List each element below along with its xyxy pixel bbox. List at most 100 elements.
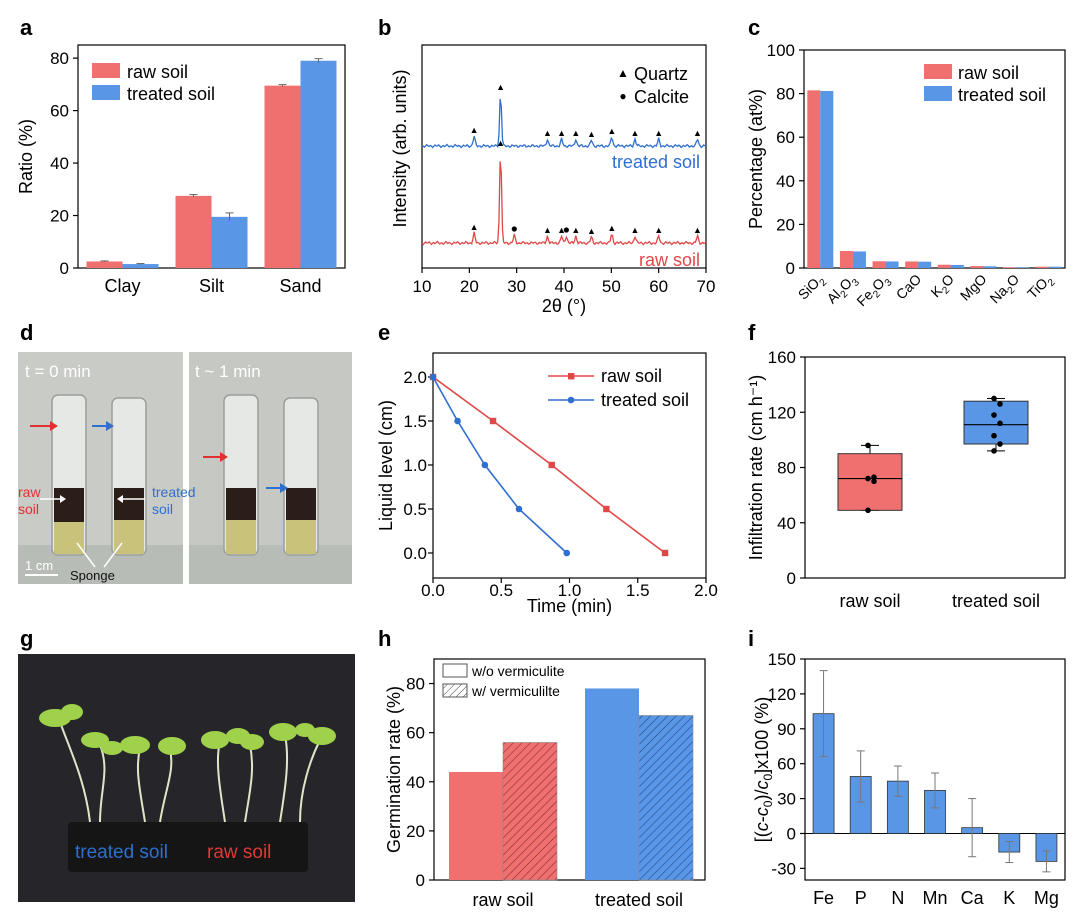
h-ytick-label: 20 xyxy=(406,822,425,841)
i-ytick-label: -30 xyxy=(771,859,796,878)
c-ytick-label: 60 xyxy=(776,128,795,147)
arrow-treated-soil xyxy=(117,495,145,503)
c-bar xyxy=(885,261,899,268)
i-category-label: K xyxy=(1003,888,1015,908)
f-data-point xyxy=(991,395,997,402)
h-legend-swatch xyxy=(442,663,468,678)
i-ylabel-part: - xyxy=(752,816,772,822)
c-label-part: Fe xyxy=(853,286,876,309)
c-ytick-label: 100 xyxy=(767,41,795,60)
a-ytick-label: 20 xyxy=(50,207,69,226)
c-bar xyxy=(950,264,964,268)
i-ytick-label: 90 xyxy=(777,720,796,739)
e-ytick-label: 0.0 xyxy=(403,544,427,563)
c-bar xyxy=(918,261,932,268)
arrow-raw-soil xyxy=(40,495,66,503)
b-legend-symbol: ▲ xyxy=(617,66,629,80)
b-series-label: raw soil xyxy=(639,250,700,270)
c-category-label: Fe2O3 xyxy=(853,270,895,312)
b-peak-marker-quartz: ▲ xyxy=(557,225,566,235)
c-label-part: MgO xyxy=(957,271,990,304)
b-peak-marker-quartz: ▲ xyxy=(587,129,596,139)
chart-b-xrd: 10 20 30 40 50 60 70 2θ (°) Intensity (arb. unit… xyxy=(390,44,715,316)
c-bar xyxy=(1016,267,1030,268)
f-data-point xyxy=(997,401,1003,407)
e-ylabel: Liquid level (cm) xyxy=(376,400,396,531)
c-ytick-label: 20 xyxy=(776,215,795,234)
i-category-label: N xyxy=(891,888,904,908)
b-ylabel: Intensity (arb. units) xyxy=(390,69,410,227)
panel-label-e: e xyxy=(378,320,390,345)
f-data-point xyxy=(991,432,997,439)
c-category-label: SiO2 xyxy=(795,270,830,305)
i-category-label: Mn xyxy=(922,888,947,908)
photo-d: t = 0 min t ~ 1 min raw soil treated soi… xyxy=(18,352,352,584)
b-peak-marker-quartz: ▲ xyxy=(496,82,505,92)
c-ytick-label: 0 xyxy=(786,259,795,278)
f-category-label: raw soil xyxy=(839,591,900,611)
e-point xyxy=(563,549,571,557)
a-category-label: Silt xyxy=(199,276,224,296)
a-bar xyxy=(175,195,212,268)
e-ytick-label: 1.5 xyxy=(403,412,427,431)
i-frame xyxy=(804,658,1066,881)
c-frame xyxy=(803,49,1066,269)
b-peak-marker-quartz: ▲ xyxy=(631,225,640,235)
a-bar xyxy=(122,264,159,268)
c-category-label: TiO2 xyxy=(1024,270,1058,304)
h-frame xyxy=(433,658,706,881)
h-legend-label: w/ vermiculilte xyxy=(471,683,560,699)
b-peak-marker-quartz: ▲ xyxy=(607,126,616,136)
a-legend-label: treated soil xyxy=(127,84,215,104)
i-ytick-label: 150 xyxy=(768,650,796,669)
label-treated-soil-2: soil xyxy=(152,501,173,517)
i-ytick-label: 120 xyxy=(768,685,796,704)
b-xtick-label: 40 xyxy=(555,277,574,296)
seedling-stems xyxy=(59,721,321,823)
panel-label-a: a xyxy=(20,15,33,40)
f-data-point xyxy=(997,420,1003,427)
b-xlabel: 2θ (°) xyxy=(542,296,586,316)
b-peak-marker-quartz: ▲ xyxy=(571,225,580,235)
b-peak-marker-quartz: ▲ xyxy=(631,128,640,138)
c-label-part: SiO xyxy=(795,275,823,303)
panel-label-i: i xyxy=(748,626,754,651)
i-ylabel-part: [( xyxy=(752,831,772,842)
a-ytick-label: 0 xyxy=(60,259,69,278)
c-legend-swatch xyxy=(924,64,952,79)
i-ytick-label: 60 xyxy=(777,755,796,774)
arrow-blue-t0 xyxy=(92,421,114,431)
panel-label-c: c xyxy=(748,15,760,40)
time-label-t0: t = 0 min xyxy=(25,362,91,381)
f-ylabel: Infiltration rate (cm h⁻¹) xyxy=(746,375,766,561)
time-label-t1: t ~ 1 min xyxy=(195,362,261,381)
h-legend-swatch xyxy=(442,683,468,698)
h-bar xyxy=(449,771,503,880)
a-bar xyxy=(211,216,248,268)
c-bar xyxy=(807,90,821,268)
c-category-label: K2O xyxy=(927,271,959,303)
c-legend-label: raw soil xyxy=(958,63,1019,83)
c-legend-label: treated soil xyxy=(958,85,1046,105)
e-point xyxy=(603,505,610,513)
e-point xyxy=(489,417,497,425)
c-label-part: O xyxy=(1003,271,1022,290)
b-peak-marker-quartz: ▲ xyxy=(693,128,702,138)
f-ytick-label: 80 xyxy=(777,459,796,478)
h-legend-label: w/o vermiculite xyxy=(471,663,565,679)
f-data-point xyxy=(865,507,871,514)
arrow-red-t0 xyxy=(30,421,58,431)
tube-treated-t1 xyxy=(283,397,319,556)
panel-label-h: h xyxy=(378,626,391,651)
e-series-line xyxy=(432,376,568,554)
a-bar xyxy=(264,85,301,268)
c-category-label: Al2O3 xyxy=(823,270,862,309)
f-data-point xyxy=(865,442,871,449)
c-category-label: MgO xyxy=(957,271,990,304)
c-bar xyxy=(852,251,866,268)
i-ytick-label: 0 xyxy=(787,824,796,843)
e-point xyxy=(429,373,437,381)
chart-a-particle-size: 0 20 40 60 80 Ratio (%) Clay Silt Sand raw soiltr… xyxy=(16,44,346,296)
